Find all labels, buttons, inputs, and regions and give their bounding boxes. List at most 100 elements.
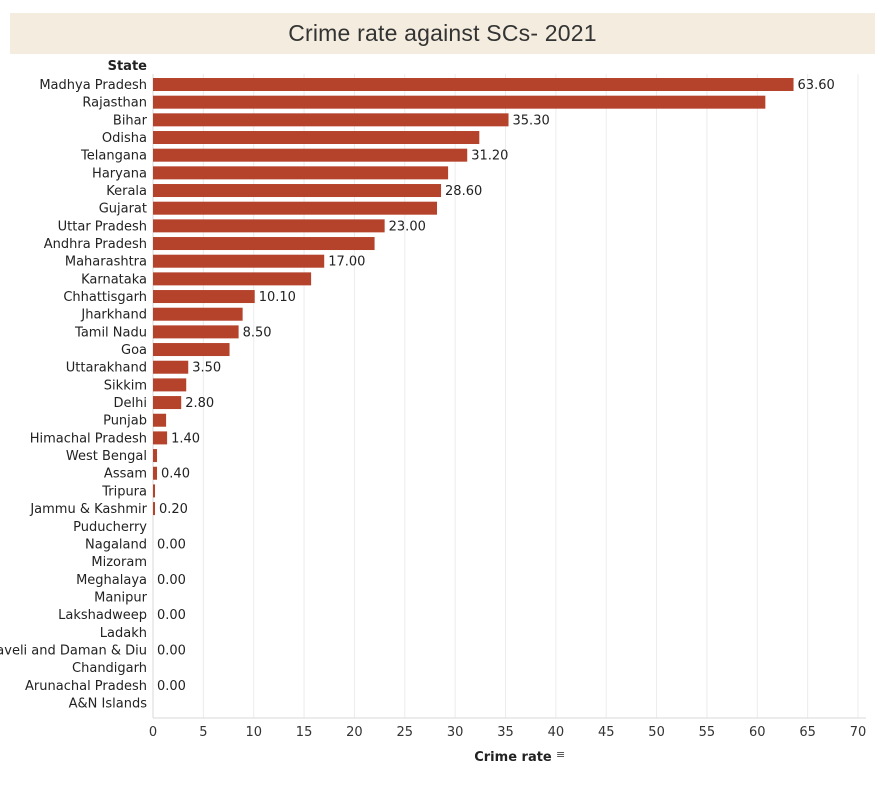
x-tick-label: 70 [850, 725, 867, 740]
data-label: 0.40 [161, 467, 190, 482]
data-label: 3.50 [192, 361, 221, 376]
bar [153, 413, 167, 427]
category-label: Kerala [106, 184, 147, 199]
bar [153, 484, 156, 498]
category-label: Mizoram [91, 555, 147, 570]
x-tick-label: 10 [245, 725, 262, 740]
bar [153, 219, 385, 233]
chart-title-bar: Crime rate against SCs- 2021 [10, 13, 875, 54]
category-label: Goa [121, 343, 147, 358]
data-label: 0.00 [157, 537, 186, 552]
x-tick-label: 35 [497, 725, 514, 740]
data-label: 0.00 [157, 573, 186, 588]
category-label: West Bengal [66, 449, 147, 464]
x-tick-label: 40 [548, 725, 565, 740]
row-header: State [108, 59, 148, 74]
category-label: Meghalaya [76, 573, 147, 588]
category-label: Maharashtra [65, 255, 147, 270]
category-label: Odisha [102, 131, 147, 146]
category-label: Himachal Pradesh [30, 431, 147, 446]
category-label: Haryana [92, 166, 147, 181]
bar [153, 237, 375, 251]
bar [153, 78, 794, 91]
category-label: Gujarat [99, 202, 147, 217]
category-label: Rajasthan [82, 96, 147, 111]
bar [153, 95, 766, 109]
category-label: Madhya Pradesh [39, 78, 147, 93]
x-tick-label: 50 [648, 725, 665, 740]
x-tick-label: 60 [749, 725, 766, 740]
data-label: 63.60 [798, 78, 835, 93]
data-label: 0.00 [157, 643, 186, 658]
data-label: 23.00 [389, 219, 426, 234]
category-label: Bihar [113, 113, 148, 128]
category-label: Ladakh [100, 626, 147, 641]
bar [153, 449, 158, 463]
bar [153, 113, 509, 127]
bar [153, 378, 187, 392]
category-label: A&N Islands [69, 696, 148, 711]
data-label: 0.00 [157, 679, 186, 694]
bar [153, 201, 438, 215]
x-tick-label: 30 [447, 725, 464, 740]
category-label: Arunachal Pradesh [25, 679, 147, 694]
category-label: Jammu & Kashmir [29, 502, 147, 517]
x-tick-label: 5 [199, 725, 207, 740]
category-label: Sikkim [104, 378, 147, 393]
bar [153, 466, 158, 480]
category-label: Punjab [103, 414, 147, 429]
x-tick-label: 15 [296, 725, 313, 740]
category-label: Uttar Pradesh [58, 219, 147, 234]
bar [153, 272, 312, 286]
category-label: Tripura [101, 484, 147, 499]
x-tick-label: 65 [799, 725, 816, 740]
x-tick-label: 20 [346, 725, 363, 740]
bar [153, 148, 468, 162]
data-label: 17.00 [328, 255, 365, 270]
category-label: Manipur [94, 590, 148, 605]
data-label: 28.60 [445, 184, 482, 199]
bar [153, 325, 239, 339]
x-tick-label: 0 [149, 725, 157, 740]
data-label: 10.10 [259, 290, 296, 305]
bar [153, 184, 442, 198]
bar [153, 343, 230, 357]
category-label: Jharkhand [80, 308, 147, 323]
category-label: Telangana [80, 149, 147, 164]
category-label: Puducherry [73, 520, 147, 535]
bar [153, 166, 449, 180]
bar [153, 396, 182, 410]
x-axis-title: Crime rate [474, 750, 552, 765]
data-label: 1.40 [171, 431, 200, 446]
data-label: 8.50 [243, 325, 272, 340]
data-label: 0.20 [159, 502, 188, 517]
x-tick-label: 45 [598, 725, 615, 740]
bar [153, 502, 156, 516]
data-label: 2.80 [185, 396, 214, 411]
bar [153, 290, 255, 304]
category-label: Uttarakhand [66, 361, 147, 376]
bar [153, 254, 325, 268]
x-tick-label: 55 [699, 725, 716, 740]
category-label: Andhra Pradesh [44, 237, 147, 252]
category-label: Nagaland [85, 537, 147, 552]
data-label: 0.00 [157, 608, 186, 623]
bar [153, 360, 189, 374]
bar [153, 307, 243, 321]
category-label: Chhattisgarh [63, 290, 147, 305]
category-label: Karnataka [81, 272, 147, 287]
category-label: Assam [104, 467, 147, 482]
category-label: Tamil Nadu [74, 325, 147, 340]
category-label: Chandigarh [72, 661, 147, 676]
category-label: D&N Haveli and Daman & Diu [0, 643, 147, 658]
bar [153, 431, 168, 445]
category-label: Lakshadweep [58, 608, 147, 623]
data-label: 31.20 [471, 149, 508, 164]
bar [153, 131, 480, 145]
category-label: Delhi [114, 396, 147, 411]
data-label: 35.30 [513, 113, 550, 128]
x-tick-label: 25 [397, 725, 414, 740]
chart-title: Crime rate against SCs- 2021 [288, 20, 597, 46]
sort-icon[interactable]: ≡ [556, 748, 566, 761]
